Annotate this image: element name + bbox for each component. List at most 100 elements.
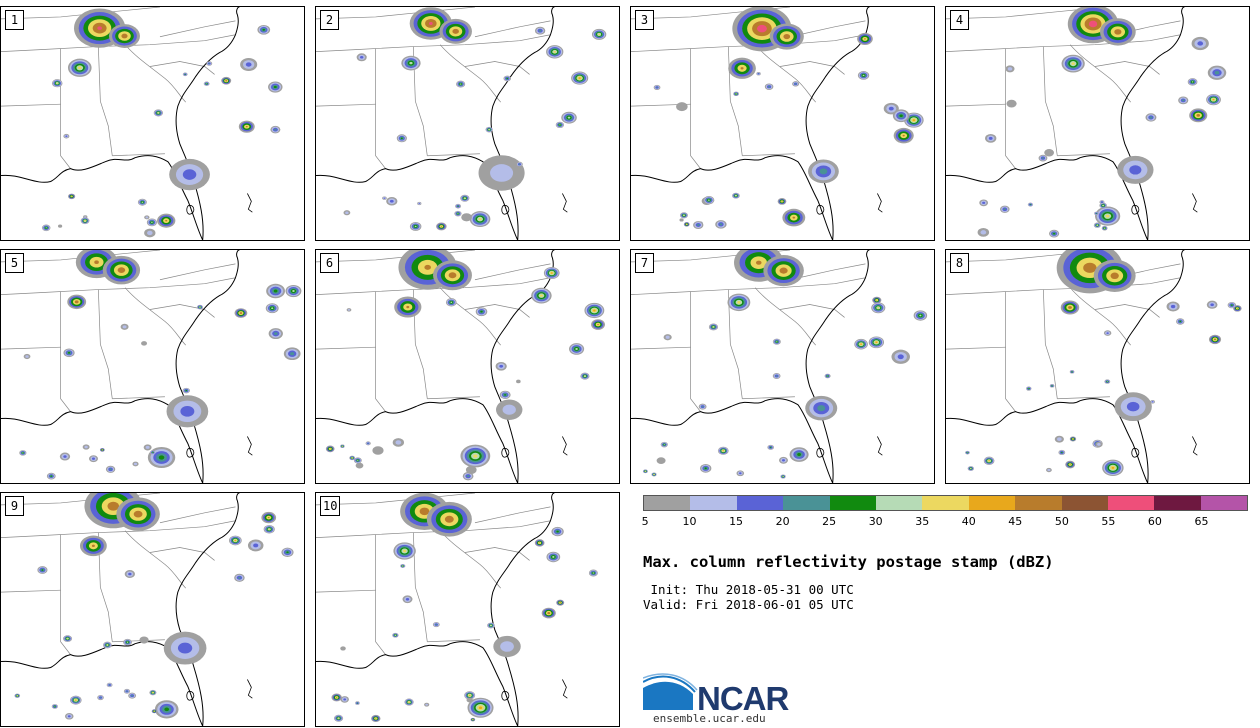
colorbar-tick: 65 — [1194, 515, 1209, 528]
islands — [186, 436, 253, 458]
reflectivity-cell — [656, 457, 666, 464]
reflectivity-cell — [206, 83, 208, 85]
reflectivity-cell — [980, 230, 987, 235]
reflectivity-cell — [1101, 201, 1103, 203]
reflectivity-cell — [45, 227, 47, 229]
reflectivity-cell — [131, 694, 134, 697]
colorbar-tick-labels: 5 10 15 20 25 30 35 40 45 50 55 60 65 — [641, 515, 1248, 529]
reflectivity-cell — [268, 528, 271, 530]
reflectivity-cell — [121, 33, 128, 39]
reflectivity-cell — [67, 351, 71, 354]
coastline — [1, 250, 240, 483]
reflectivity-cell — [253, 543, 259, 548]
colorbar-segment — [968, 496, 1016, 510]
stamp-map-6 — [316, 250, 605, 483]
reflectivity-cell — [1111, 466, 1115, 469]
reflectivity-cell — [719, 223, 723, 226]
state-border — [1, 520, 236, 538]
valid-time: Valid: Fri 2018-06-01 05 UTC — [643, 597, 854, 612]
stamp-map-9 — [1, 493, 294, 726]
ncar-logo — [643, 673, 698, 710]
reflectivity-cell — [1083, 262, 1097, 273]
plot-title: Max. column reflectivity postage stamp (… — [643, 553, 1054, 571]
reflectivity-cell — [457, 213, 459, 215]
reflectivity-cell — [444, 515, 454, 523]
reflectivity-cell — [877, 307, 880, 309]
colorbar-segment — [644, 496, 691, 510]
reflectivity-cell — [1214, 70, 1220, 75]
reflectivity-cell — [1213, 338, 1217, 341]
islands — [501, 679, 568, 701]
reflectivity-cell — [567, 116, 571, 119]
reflectivity-cell — [735, 93, 737, 95]
reflectivity-cell — [1088, 20, 1098, 28]
reflectivity-cell — [461, 213, 472, 222]
reflectivity-cell — [367, 442, 369, 444]
ensemble-url: ensemble.ucar.edu — [653, 712, 766, 725]
colorbar-tick: 5 — [641, 515, 649, 528]
reflectivity-cell — [988, 136, 993, 140]
reflectivity-cell — [1179, 320, 1182, 323]
reflectivity-cell — [273, 85, 277, 89]
reflectivity-cell — [797, 453, 801, 457]
reflectivity-cell — [516, 379, 521, 384]
reflectivity-cell — [340, 646, 346, 651]
reflectivity-cell — [459, 83, 462, 85]
reflectivity-cell — [559, 124, 561, 126]
reflectivity-cell — [464, 197, 466, 199]
reflectivity-cell — [775, 375, 778, 377]
reflectivity-cell — [1006, 99, 1017, 108]
state-border — [474, 263, 551, 281]
reflectivity-cell — [208, 62, 210, 65]
reflectivity-cell — [1149, 116, 1153, 119]
reflectivity-cell — [107, 501, 120, 511]
reflectivity-cell — [158, 455, 165, 460]
reflectivity-cell — [457, 205, 459, 207]
colorbar-segment — [1107, 496, 1155, 510]
reflectivity-cell — [466, 475, 470, 478]
reflectivity-cell — [440, 226, 442, 227]
reflectivity-cell — [1041, 157, 1045, 159]
reflectivity-cell — [245, 62, 252, 67]
reflectivity-cell — [262, 28, 266, 31]
state-border — [631, 277, 866, 295]
reflectivity-cell — [145, 216, 149, 219]
islands — [1131, 436, 1198, 458]
init-time: Init: Thu 2018-05-31 00 UTC — [643, 582, 854, 597]
reflectivity-cell — [274, 128, 277, 131]
reflectivity-cell — [357, 459, 359, 461]
stamp-number-label: 1 — [5, 10, 24, 30]
reflectivity-cell — [473, 454, 478, 458]
state-border — [631, 346, 691, 350]
reflectivity-cell — [506, 77, 509, 80]
reflectivity-cell — [141, 341, 148, 346]
reflectivity-cell — [819, 168, 828, 175]
reflectivity-cell — [862, 74, 865, 77]
state-border — [1069, 287, 1132, 346]
reflectivity-cell — [665, 335, 670, 339]
reflectivity-cell — [465, 465, 477, 475]
reflectivity-cell — [1105, 214, 1110, 218]
reflectivity-cell — [876, 299, 878, 301]
state-border — [427, 153, 480, 157]
reflectivity-cell — [1003, 208, 1007, 211]
colorbar-segment — [1154, 496, 1201, 510]
state-border — [413, 532, 428, 642]
state-border — [464, 547, 530, 561]
state-border — [124, 530, 187, 589]
reflectivity-cell — [355, 462, 364, 469]
colorbar-segment — [690, 496, 737, 510]
reflectivity-cell — [405, 597, 410, 601]
reflectivity-cell — [488, 129, 490, 131]
reflectivity-cell — [117, 267, 126, 274]
state-border — [112, 396, 165, 400]
reflectivity-cell — [414, 225, 417, 228]
reflectivity-cell — [94, 260, 99, 264]
reflectivity-cell — [152, 692, 154, 693]
reflectivity-cell — [1210, 303, 1214, 307]
reflectivity-cell — [343, 698, 347, 701]
reflectivity-cell — [1196, 113, 1201, 117]
state-border — [779, 61, 845, 75]
reflectivity-cell — [466, 697, 473, 703]
colorbar-tick: 10 — [682, 515, 697, 528]
